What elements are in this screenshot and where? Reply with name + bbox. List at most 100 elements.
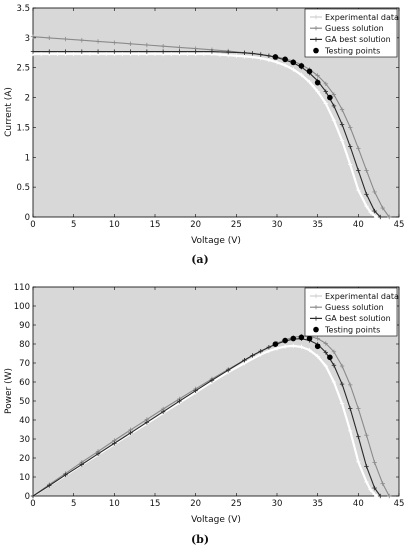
data-point-ga-best-solution <box>209 378 215 383</box>
y-tick-label: 30 <box>19 435 30 445</box>
data-point-experimental-data <box>55 51 60 57</box>
y-tick-label: 0 <box>25 492 30 502</box>
data-point-guess-solution <box>95 39 101 44</box>
data-point-testing-points <box>298 334 305 341</box>
data-point-ga-best-solution <box>378 214 383 220</box>
y-tick-label: 1.5 <box>16 123 30 133</box>
data-point-experimental-data <box>266 57 272 63</box>
data-point-experimental-data <box>299 72 304 78</box>
legend-item: Guess solution <box>310 24 384 33</box>
x-tick-label: 0 <box>30 220 35 230</box>
data-point-guess-solution <box>339 107 345 112</box>
data-point-testing-points <box>314 79 321 86</box>
caption-b: (b) <box>191 533 209 546</box>
data-point-experimental-data <box>291 67 296 72</box>
data-point-guess-solution <box>348 382 353 388</box>
data-point-ga-best-solution <box>193 49 198 54</box>
x-tick-label: 45 <box>394 499 405 509</box>
data-point-testing-points <box>314 343 321 350</box>
series-ga-best-solution <box>30 49 383 220</box>
data-point-guess-solution <box>160 44 166 49</box>
data-point-experimental-data <box>323 101 328 106</box>
data-point-guess-solution <box>387 214 392 220</box>
data-point-experimental-data <box>282 63 288 68</box>
data-point-experimental-data <box>323 363 328 369</box>
x-tick-label: 30 <box>272 220 283 230</box>
data-point-experimental-data <box>104 51 109 57</box>
x-tick-label: 25 <box>231 220 242 230</box>
data-point-experimental-data <box>307 79 312 85</box>
tick-marks <box>32 286 400 497</box>
data-point-ga-best-solution <box>242 50 247 55</box>
y-tick-labels: 0 0.5 1 1.5 2 2.5 3 3.5 <box>16 4 30 223</box>
x-tick-label: 30 <box>272 499 283 509</box>
x-tick-label: 10 <box>109 220 120 230</box>
data-point-ga-best-solution <box>323 350 328 355</box>
data-point-guess-solution <box>315 336 320 341</box>
data-point-guess-solution <box>128 41 133 47</box>
data-point-ga-best-solution <box>30 493 36 499</box>
x-tick-label: 40 <box>353 499 364 509</box>
y-tick-label: 1 <box>25 153 30 163</box>
data-point-guess-solution <box>364 433 369 438</box>
data-point-testing-points <box>282 56 288 63</box>
legend-marker <box>313 326 319 333</box>
legend-item: GA best solution <box>310 314 391 323</box>
x-tick-label: 0 <box>30 499 35 509</box>
x-tick-label: 45 <box>394 220 405 230</box>
legend-marker <box>313 293 319 299</box>
legend-label: Testing points <box>324 325 380 334</box>
data-point-ga-best-solution <box>348 144 353 149</box>
data-point-ga-best-solution <box>79 462 84 467</box>
data-point-experimental-data <box>331 118 337 123</box>
data-point-guess-solution <box>144 42 150 48</box>
data-point-ga-best-solution <box>339 381 345 387</box>
data-point-experimental-data <box>291 343 296 349</box>
data-point-experimental-data <box>71 51 76 57</box>
data-point-guess-solution <box>372 189 377 195</box>
data-point-ga-best-solution <box>250 51 255 56</box>
data-point-guess-solution <box>177 45 182 50</box>
data-point-guess-solution <box>348 125 353 130</box>
data-point-testing-points <box>290 335 297 342</box>
data-point-experimental-data <box>136 51 141 57</box>
y-tick-label: 110 <box>14 283 30 293</box>
x-tick-label: 5 <box>71 220 76 230</box>
data-point-testing-points <box>306 335 313 342</box>
x-tick-label: 15 <box>150 499 161 509</box>
data-point-ga-best-solution <box>339 122 345 127</box>
data-point-ga-best-solution <box>112 441 117 446</box>
series-testing-points <box>272 334 333 361</box>
data-point-experimental-data <box>368 210 373 215</box>
data-point-experimental-data <box>152 51 158 57</box>
data-point-guess-solution <box>331 349 337 354</box>
legend-label: GA best solution <box>325 35 391 44</box>
panel-b-power-voltage: 0 10 20 30 40 50 60 70 80 90 100 110 0 5 10 15 20 25 30 35… <box>4 283 404 546</box>
data-point-guess-solution <box>364 168 369 173</box>
series-group <box>30 333 392 499</box>
data-point-experimental-data <box>356 459 361 464</box>
data-point-testing-points <box>282 337 288 344</box>
data-point-guess-solution <box>387 493 392 499</box>
data-point-testing-points <box>306 68 313 75</box>
data-point-testing-points <box>290 59 297 66</box>
data-point-experimental-data <box>274 60 280 65</box>
data-point-ga-best-solution <box>95 49 101 54</box>
data-point-ga-best-solution <box>193 388 198 393</box>
data-point-experimental-data <box>217 52 223 57</box>
y-tick-label: 0 <box>25 213 30 223</box>
y-axis-title: Power (W) <box>4 368 14 414</box>
data-point-ga-best-solution <box>79 49 84 54</box>
legend-marker <box>313 305 319 310</box>
data-point-ga-best-solution <box>372 485 377 491</box>
data-point-experimental-data <box>356 187 361 193</box>
data-point-experimental-data <box>307 347 312 353</box>
data-point-guess-solution <box>331 92 337 97</box>
data-point-ga-best-solution <box>348 406 353 411</box>
x-tick-label: 20 <box>190 220 201 230</box>
legend-marker <box>313 26 319 31</box>
data-point-experimental-data <box>169 51 174 57</box>
data-point-experimental-data <box>372 213 377 219</box>
data-point-experimental-data <box>364 204 369 209</box>
data-point-ga-best-solution <box>258 52 263 57</box>
